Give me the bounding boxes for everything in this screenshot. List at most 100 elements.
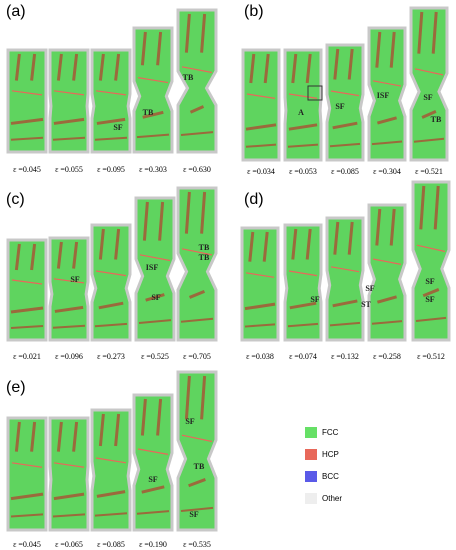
hcp-layer (11, 279, 43, 285)
hcp-layer (372, 80, 402, 87)
strain-label: ε =0.705 (183, 352, 211, 361)
twin-band (332, 121, 358, 130)
twin-band (98, 228, 105, 260)
twin-band (142, 201, 149, 241)
twin-band (200, 375, 207, 420)
twin-band (422, 288, 440, 298)
specimen (283, 48, 323, 162)
hcp-layer (414, 68, 444, 76)
atomistic-snapshot (283, 223, 323, 342)
panel-label: (e) (6, 379, 26, 396)
strain-label: ε =0.095 (97, 165, 125, 174)
twin-band (141, 485, 165, 494)
atomistic-snapshot (6, 238, 48, 342)
twin-band (375, 31, 382, 68)
twin-band (14, 421, 21, 452)
specimen (48, 416, 90, 532)
annotation: TB (143, 108, 154, 117)
strain-label: ε =0.132 (331, 352, 359, 361)
hcp-layer (372, 258, 402, 265)
twin-band (184, 375, 191, 420)
hcp-layer (246, 93, 276, 99)
atomistic-snapshot (134, 196, 176, 342)
twin-band (377, 116, 397, 125)
specimen (48, 236, 90, 342)
panel-label: (a) (6, 3, 26, 20)
twin-band (287, 322, 319, 328)
specimen (48, 48, 90, 154)
strain-label: ε =0.045 (13, 540, 41, 549)
specimen (132, 393, 174, 532)
annotation: ISF (377, 91, 390, 100)
hcp-layer (95, 270, 127, 277)
twin-band (30, 243, 37, 271)
atomistic-snapshot (241, 48, 281, 162)
twin-band (419, 185, 426, 230)
twin-band (288, 123, 318, 131)
twin-band (142, 110, 164, 119)
annotation: SF (113, 123, 122, 132)
specimen (90, 223, 132, 342)
twin-band (30, 421, 37, 452)
twin-band (332, 299, 358, 308)
annotation: SF (189, 510, 198, 519)
hcp-layer (95, 90, 127, 96)
atomistic-snapshot (48, 416, 90, 532)
hcp-layer (416, 244, 446, 253)
twin-band (376, 295, 398, 304)
twin-band (96, 490, 126, 498)
twin-band (138, 319, 172, 324)
annotation: TB (431, 115, 442, 124)
hcp-layer (139, 254, 171, 262)
region-box (307, 85, 323, 101)
atomistic-snapshot (6, 48, 48, 154)
strain-label: ε =0.034 (247, 167, 275, 176)
strain-label: ε =0.512 (417, 352, 445, 361)
twin-band (94, 512, 128, 517)
atomistic-snapshot (132, 393, 174, 532)
twin-band (431, 11, 438, 54)
hcp-layer (53, 462, 85, 468)
twin-band (53, 492, 85, 501)
hcp-layer (11, 462, 43, 468)
atomistic-snapshot (90, 408, 132, 532)
hcp-layer (53, 90, 85, 96)
hcp-layer (137, 77, 169, 84)
hcp-layer (288, 93, 318, 99)
strain-label: ε =0.258 (373, 352, 401, 361)
atomistic-snapshot (48, 48, 90, 154)
twin-band (180, 317, 214, 323)
hcp-layer (288, 270, 318, 277)
hcp-layer (181, 434, 213, 443)
twin-band (305, 228, 312, 260)
twin-band (245, 143, 277, 148)
strain-label: ε =0.074 (289, 352, 317, 361)
twin-band (417, 11, 424, 54)
twin-band (56, 241, 63, 269)
legend-swatch (305, 449, 317, 460)
legend-label: BCC (322, 472, 339, 481)
twin-band (415, 316, 447, 323)
twin-band (56, 421, 63, 452)
atomistic-snapshot (176, 8, 218, 154)
hcp-layer (11, 90, 43, 96)
twin-band (114, 53, 121, 81)
twin-band (329, 321, 361, 327)
annotation: SF (423, 93, 432, 102)
strain-label: ε =0.525 (141, 352, 169, 361)
twin-band (189, 105, 205, 114)
strain-label: ε =0.085 (97, 540, 125, 549)
twin-band (52, 136, 86, 141)
atomistic-snapshot (176, 186, 218, 342)
twin-band (140, 31, 147, 66)
specimen (367, 203, 407, 342)
atomistic-snapshot (48, 236, 90, 342)
hcp-layer (330, 90, 360, 97)
twin-band (333, 48, 340, 80)
twin-band (371, 140, 403, 146)
specimen (325, 43, 365, 162)
annotation: TB (194, 462, 205, 471)
panel-label: (b) (244, 3, 264, 20)
hcp-layer (53, 278, 85, 284)
